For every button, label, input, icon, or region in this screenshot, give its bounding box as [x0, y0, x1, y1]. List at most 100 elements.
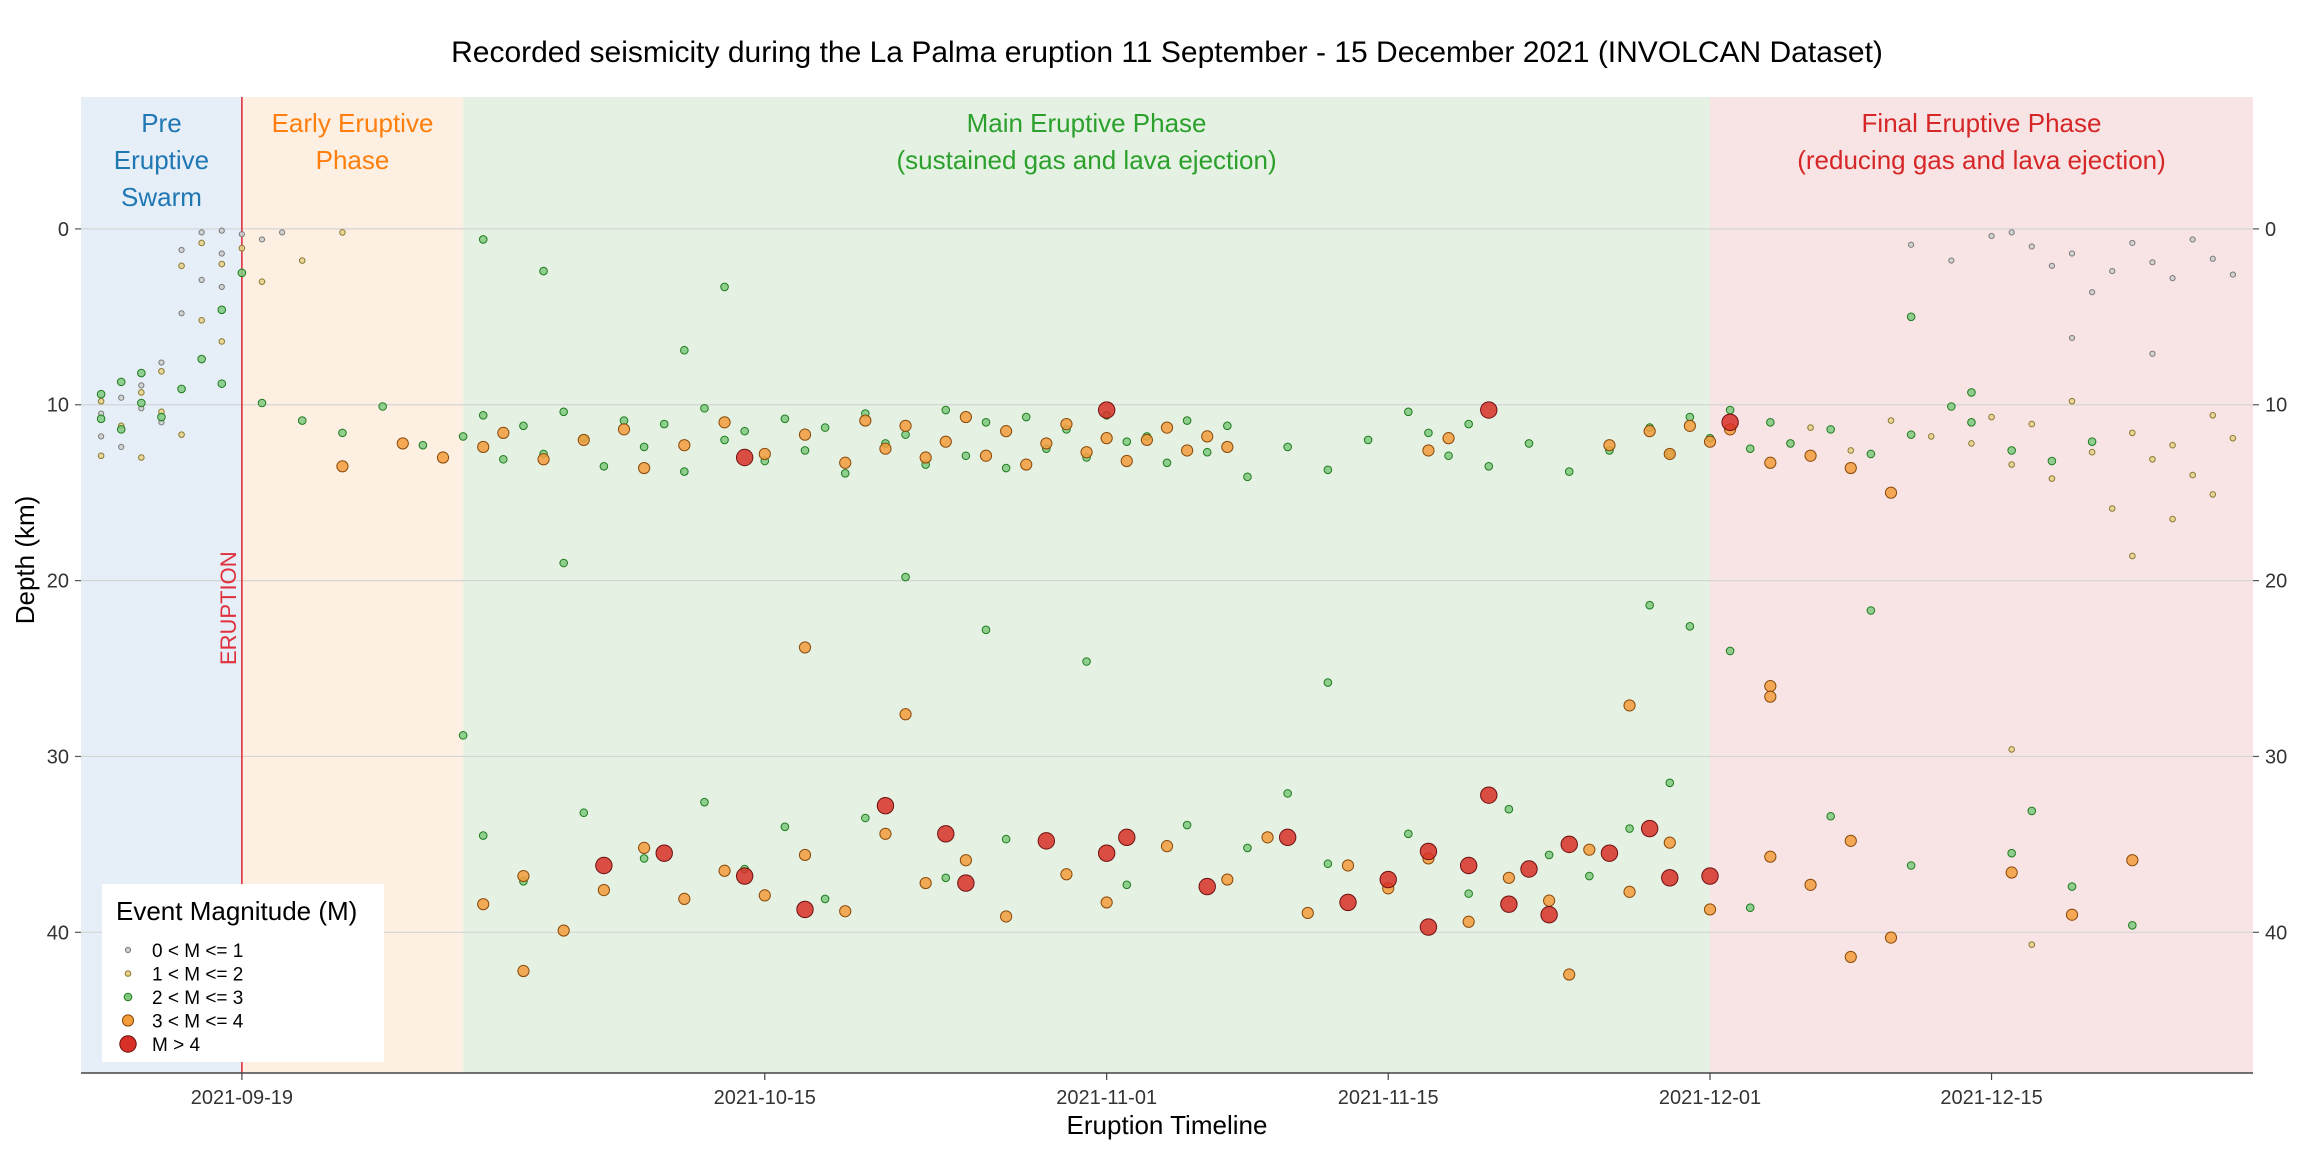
data-point — [1524, 439, 1534, 448]
data-point — [798, 848, 812, 862]
data-point — [579, 808, 589, 818]
data-point — [718, 864, 731, 877]
data-point — [1988, 413, 1995, 421]
data-point — [158, 368, 165, 375]
data-point — [1721, 413, 1739, 432]
data-point — [1120, 454, 1133, 468]
data-point — [1683, 419, 1696, 432]
data-point — [1060, 868, 1073, 881]
data-point — [1703, 903, 1717, 916]
data-point — [1703, 435, 1717, 448]
data-point — [559, 558, 568, 568]
data-point — [1927, 433, 1935, 440]
data-point — [1764, 680, 1777, 693]
data-point — [2028, 243, 2035, 250]
data-point — [1866, 606, 1876, 615]
legend-label: 0 < M <= 1 — [152, 941, 243, 962]
data-point — [517, 964, 530, 978]
data-point — [1444, 451, 1453, 461]
data-point — [1339, 893, 1357, 912]
y-tick-label-right: 30 — [2265, 746, 2287, 768]
data-point — [198, 317, 205, 324]
data-point — [2008, 229, 2015, 236]
data-point — [2007, 446, 2016, 455]
data-point — [919, 451, 932, 464]
data-point — [97, 397, 105, 405]
data-point — [1097, 401, 1116, 419]
data-point — [1884, 486, 1898, 499]
data-point — [1766, 418, 1775, 427]
data-point — [979, 449, 993, 462]
data-point — [497, 426, 510, 439]
data-point — [478, 235, 488, 244]
data-point — [2027, 806, 2037, 816]
data-point — [217, 305, 227, 315]
x-tick-label: 2021-09-19 — [191, 1087, 293, 1109]
data-point — [1201, 430, 1214, 443]
data-point — [1701, 867, 1719, 885]
data-point — [1404, 829, 1413, 839]
data-point — [1181, 444, 1194, 457]
data-point — [1462, 915, 1475, 928]
data-point — [1544, 850, 1554, 860]
data-point — [2229, 434, 2237, 442]
data-point — [1603, 439, 1616, 452]
data-point — [1040, 437, 1053, 450]
data-point — [796, 900, 814, 919]
data-point — [1442, 432, 1455, 445]
data-point — [537, 453, 550, 466]
data-point — [1363, 435, 1373, 445]
data-point — [1643, 425, 1656, 438]
data-point — [2087, 437, 2097, 446]
data-point — [941, 405, 951, 415]
data-point — [2128, 920, 2137, 930]
data-point — [378, 402, 387, 411]
axes: 0 0 10 10 20 20 30 30 40 40 2021-09-19 2021-10-15 20… — [47, 219, 2288, 1109]
data-point — [198, 229, 205, 236]
legend-label: 2 < M <= 3 — [152, 988, 243, 1009]
data-point — [2149, 455, 2156, 463]
data-point — [178, 262, 185, 270]
data-point — [639, 854, 649, 863]
legend-swatch — [121, 1014, 135, 1027]
data-point — [961, 451, 971, 461]
data-point — [1162, 458, 1172, 468]
data-point — [1947, 402, 1956, 411]
x-tick-label: 2021-11-15 — [1338, 1087, 1439, 1109]
data-point — [279, 229, 286, 236]
data-point — [1844, 950, 1857, 964]
data-point — [1323, 859, 1333, 869]
data-point — [599, 461, 609, 471]
data-point — [639, 442, 649, 452]
data-point — [218, 260, 226, 268]
data-point — [1223, 421, 1232, 431]
data-point — [876, 796, 895, 815]
data-point — [418, 440, 428, 450]
data-point — [2089, 289, 2096, 296]
data-point — [1480, 401, 1498, 419]
data-point — [839, 905, 852, 918]
legend-swatch — [124, 970, 132, 977]
phase-band-3 — [1710, 97, 2253, 1073]
phase-label: Early Eruptive — [272, 108, 434, 138]
data-point — [138, 382, 145, 389]
data-point — [901, 572, 910, 582]
data-point — [981, 625, 991, 635]
data-point — [2068, 250, 2076, 257]
phase-label: Final Eruptive Phase — [1862, 108, 2102, 138]
data-point — [2189, 236, 2196, 243]
data-point — [957, 874, 975, 892]
data-point — [1564, 467, 1574, 476]
data-point — [1745, 444, 1755, 454]
data-point — [1323, 678, 1333, 687]
data-point — [1745, 903, 1755, 912]
y-tick-label: 10 — [47, 395, 69, 417]
data-point — [1419, 918, 1438, 936]
data-point — [1037, 832, 1056, 850]
data-point — [499, 454, 508, 464]
eruption-label: ERUPTION — [216, 551, 241, 665]
data-point — [1122, 437, 1132, 446]
data-point — [2169, 275, 2176, 282]
data-point — [1480, 786, 1498, 804]
